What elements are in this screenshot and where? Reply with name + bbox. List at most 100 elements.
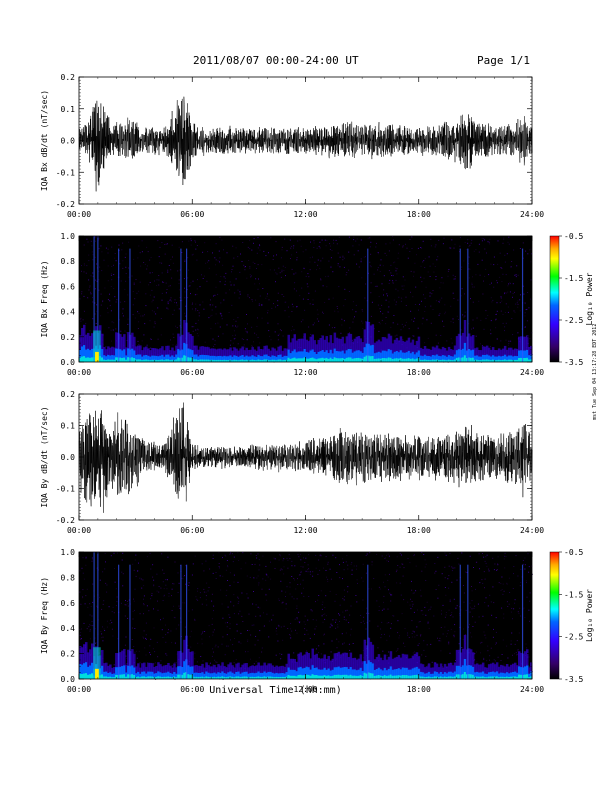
low-freq-band xyxy=(415,340,419,362)
low-freq-band xyxy=(113,347,116,362)
low-freq-band xyxy=(87,666,90,679)
spectrogram-pixel xyxy=(489,659,490,661)
spectrogram-pixel xyxy=(195,308,197,310)
spectrogram-pixel xyxy=(143,595,145,597)
spectrogram-pixel xyxy=(349,649,351,651)
low-freq-band xyxy=(219,355,222,362)
low-freq-band xyxy=(283,666,286,679)
spectrogram-pixel xyxy=(170,339,171,341)
low-freq-band xyxy=(530,662,533,679)
spectrogram-pixel xyxy=(288,554,290,556)
spectrogram-pixel xyxy=(343,619,345,620)
spectrogram-pixel xyxy=(137,328,139,329)
spectrogram-pixel xyxy=(155,678,157,680)
y-tick-label: 1.0 xyxy=(61,232,76,241)
low-freq-band xyxy=(81,664,84,679)
spectrogram-pixel xyxy=(212,558,214,559)
spectrogram-pixel xyxy=(214,659,216,661)
low-freq-band xyxy=(107,354,110,362)
spectrogram-pixel xyxy=(425,614,427,616)
low-freq-band xyxy=(271,355,274,362)
spectrogram-pixel xyxy=(390,627,392,629)
spectrogram-pixel xyxy=(471,586,472,587)
spectrogram-pixel xyxy=(219,236,221,238)
spectrogram-pixel xyxy=(442,633,444,635)
spectrogram-pixel xyxy=(143,334,145,336)
spectrogram-pixel xyxy=(254,263,256,264)
spectrogram-pixel xyxy=(147,662,149,664)
spectrogram-pixel xyxy=(289,586,291,588)
spectrogram-pixel xyxy=(170,300,172,302)
spectrogram-pixel xyxy=(235,320,237,322)
spectrogram-pixel xyxy=(185,565,187,567)
spectrogram-pixel xyxy=(80,317,82,319)
spectrogram-pixel xyxy=(290,623,292,624)
low-freq-band xyxy=(165,676,168,679)
low-freq-band xyxy=(241,672,244,679)
low-freq-band xyxy=(375,656,379,679)
low-freq-band xyxy=(215,360,218,362)
burst-core xyxy=(95,351,99,362)
spectrogram-pixel xyxy=(195,596,197,598)
spectrogram-pixel xyxy=(463,628,464,630)
spectrogram-pixel xyxy=(106,591,108,593)
spectrogram-pixel xyxy=(485,310,487,312)
low-freq-band xyxy=(147,359,150,362)
low-freq-band xyxy=(279,673,282,679)
panel-3: -0.2-0.10.00.10.200:00 06:00 12:00 18:00 24:… xyxy=(40,390,544,535)
low-freq-band xyxy=(337,338,341,362)
spectrogram-pixel xyxy=(233,257,235,259)
spectrogram-pixel xyxy=(483,658,485,660)
spectrogram-pixel xyxy=(473,607,475,609)
low-freq-band xyxy=(299,666,302,679)
spectrogram-pixel xyxy=(241,592,243,594)
low-freq-band xyxy=(449,676,453,679)
spectrogram-pixel xyxy=(416,626,418,628)
low-freq-band xyxy=(315,675,318,679)
low-freq-band xyxy=(303,333,306,362)
spectrogram-pixel xyxy=(226,634,228,636)
spectrogram-pixel xyxy=(163,572,165,574)
low-freq-band xyxy=(217,348,220,362)
spectrogram-pixel xyxy=(407,558,409,559)
spectrogram-pixel xyxy=(348,269,350,271)
low-freq-band xyxy=(365,343,369,362)
low-freq-band xyxy=(241,355,244,362)
spectrogram-pixel xyxy=(362,599,364,601)
low-freq-band xyxy=(291,351,294,362)
spectrogram-pixel xyxy=(353,239,355,241)
spectrogram-pixel xyxy=(96,605,98,607)
low-freq-band xyxy=(291,338,294,362)
spectrogram-pixel xyxy=(403,285,405,287)
low-freq-band xyxy=(311,334,314,362)
spectrogram-pixel xyxy=(145,637,146,639)
spectrogram-pixel xyxy=(202,632,203,634)
spectrogram-pixel xyxy=(352,318,354,320)
spectrogram-pixel xyxy=(327,563,329,565)
spectrogram-pixel xyxy=(501,589,503,590)
spectrogram-pixel xyxy=(376,242,377,244)
low-freq-band xyxy=(413,675,417,679)
spectrogram-pixel xyxy=(486,660,488,662)
spectrogram-pixel xyxy=(219,281,221,283)
spectrogram-pixel xyxy=(329,626,331,628)
spectrogram-pixel xyxy=(157,600,158,602)
low-freq-band xyxy=(325,658,328,679)
spectrogram-pixel xyxy=(413,275,414,277)
low-freq-band xyxy=(520,336,523,362)
burst-region xyxy=(93,330,101,362)
low-freq-band xyxy=(175,359,178,362)
spectrogram-pixel xyxy=(514,643,516,645)
spectrogram-pixel xyxy=(348,236,350,238)
spectrogram-pixel xyxy=(335,627,337,629)
spectrogram-pixel xyxy=(524,617,526,619)
spectrogram-pixel xyxy=(425,286,427,288)
spectrogram-pixel xyxy=(174,561,176,563)
spectrogram-pixel xyxy=(156,285,158,286)
spectrogram-pixel xyxy=(147,251,149,253)
spectrogram-pixel xyxy=(179,269,181,271)
low-freq-band xyxy=(516,348,519,362)
spectrogram-pixel xyxy=(514,653,515,655)
spectrogram-pixel xyxy=(99,579,101,581)
spectrogram-pixel xyxy=(433,271,435,273)
